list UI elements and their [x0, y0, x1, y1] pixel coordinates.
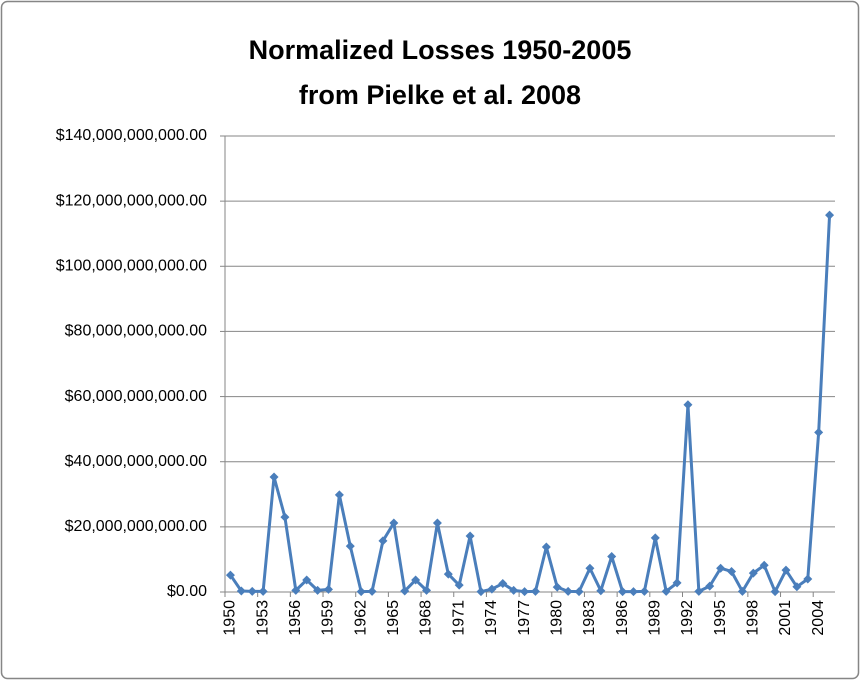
data-point — [258, 586, 268, 596]
y-tick-label: $120,000,000,000.00 — [56, 192, 207, 209]
data-point — [825, 210, 835, 220]
data-point — [367, 586, 377, 596]
data-point — [313, 585, 323, 595]
data-point — [737, 586, 747, 596]
data-point — [236, 586, 246, 596]
data-point — [291, 585, 301, 595]
data-point — [487, 584, 497, 594]
data-point — [781, 565, 791, 575]
data-point — [748, 568, 758, 578]
data-point — [443, 569, 453, 579]
data-point — [596, 586, 606, 596]
x-tick-label: 1959 — [320, 600, 337, 636]
chart-title: Normalized Losses 1950-2005 — [249, 35, 632, 65]
data-point — [727, 566, 737, 576]
x-tick-label: 1980 — [548, 600, 565, 636]
x-tick-label: 1968 — [418, 600, 435, 636]
data-point — [618, 587, 628, 597]
x-tick-label: 1962 — [352, 600, 369, 636]
data-point — [705, 581, 715, 591]
data-point — [247, 586, 257, 596]
data-point — [552, 582, 562, 592]
x-tick-label: 1989 — [646, 600, 663, 636]
data-point — [607, 551, 617, 561]
data-point — [574, 587, 584, 597]
y-tick-label: $60,000,000,000.00 — [65, 388, 207, 405]
data-point — [661, 586, 671, 596]
x-tick-label: 1953 — [254, 600, 271, 636]
data-point — [323, 584, 333, 594]
data-point — [225, 570, 235, 580]
data-point — [759, 560, 769, 570]
data-point — [498, 579, 508, 589]
data-point — [334, 490, 344, 500]
x-tick-label: 1983 — [581, 600, 598, 636]
data-point — [476, 587, 486, 597]
data-point — [378, 536, 388, 546]
data-point — [509, 585, 519, 595]
x-tick-label: 1995 — [712, 600, 729, 636]
x-tick-label: 1986 — [614, 600, 631, 636]
data-point — [792, 582, 802, 592]
y-tick-label: $0.00 — [167, 583, 207, 600]
y-tick-label: $40,000,000,000.00 — [65, 453, 207, 470]
data-point — [356, 587, 366, 597]
data-point — [803, 574, 813, 584]
data-point — [530, 586, 540, 596]
data-point — [541, 542, 551, 552]
x-tick-label: 1998 — [745, 600, 762, 636]
data-point — [454, 580, 464, 590]
x-tick-label: 1965 — [385, 600, 402, 636]
chart-title: from Pielke et al. 2008 — [299, 80, 581, 110]
data-point — [628, 587, 638, 597]
data-point — [280, 512, 290, 522]
x-tick-label: 1956 — [287, 600, 304, 636]
data-point — [683, 400, 693, 410]
y-tick-label: $20,000,000,000.00 — [65, 518, 207, 535]
data-point — [345, 541, 355, 551]
data-point — [389, 518, 399, 528]
data-point — [302, 575, 312, 585]
data-point — [422, 585, 432, 595]
x-tick-label: 1971 — [450, 600, 467, 636]
data-point — [520, 587, 530, 597]
data-point — [639, 586, 649, 596]
data-point — [770, 587, 780, 597]
data-point — [672, 578, 682, 588]
x-tick-label: 1950 — [222, 600, 239, 636]
data-point — [465, 531, 475, 541]
x-tick-label: 1992 — [679, 600, 696, 636]
data-point — [585, 563, 595, 573]
x-tick-label: 2004 — [810, 600, 827, 636]
data-point — [694, 586, 704, 596]
x-tick-label: 1977 — [516, 600, 533, 636]
data-point — [432, 518, 442, 528]
data-point — [716, 563, 726, 573]
data-point — [400, 586, 410, 596]
y-tick-label: $100,000,000,000.00 — [56, 258, 207, 275]
data-point — [411, 575, 421, 585]
data-point — [650, 533, 660, 543]
data-point — [814, 427, 824, 437]
x-tick-label: 2001 — [777, 600, 794, 636]
y-tick-label: $140,000,000,000.00 — [56, 127, 207, 144]
data-point — [269, 472, 279, 482]
y-tick-label: $80,000,000,000.00 — [65, 323, 207, 340]
x-tick-label: 1974 — [483, 600, 500, 636]
data-point — [563, 586, 573, 596]
